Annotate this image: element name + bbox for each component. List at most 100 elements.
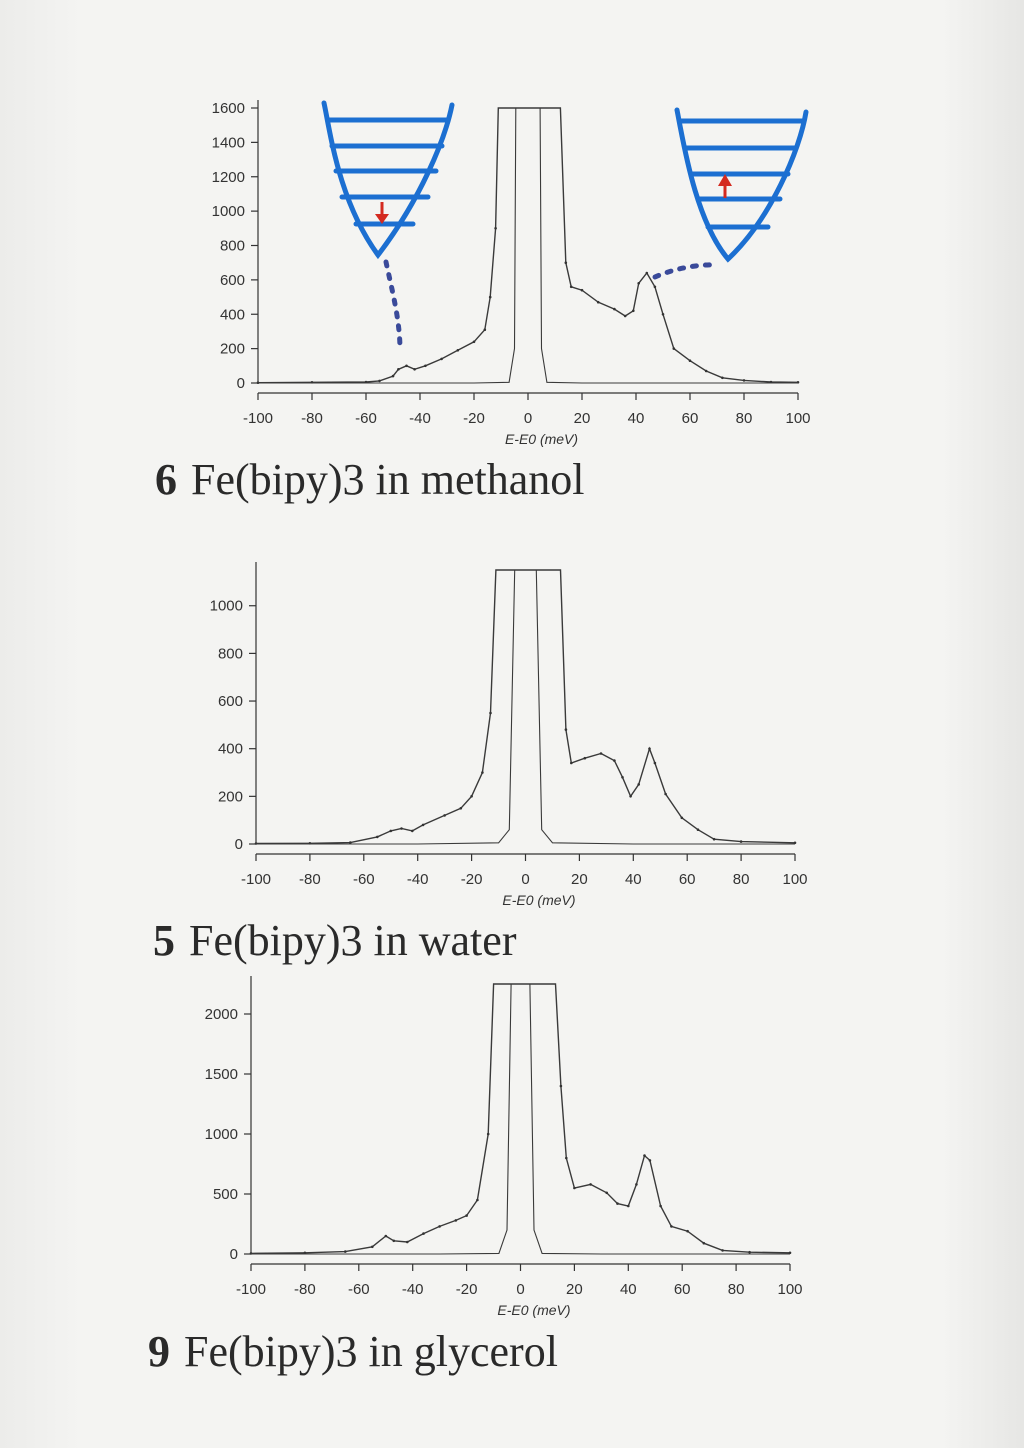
data-point xyxy=(599,752,603,755)
data-point xyxy=(702,1241,706,1245)
y-tick-label: 0 xyxy=(237,375,245,392)
series-line-1 xyxy=(256,569,796,845)
x-tick-label: 20 xyxy=(571,871,588,888)
data-point xyxy=(653,285,657,289)
data-point xyxy=(635,1183,638,1186)
data-point xyxy=(397,368,400,371)
x-tick-label: -80 xyxy=(294,1281,316,1298)
data-point xyxy=(565,1156,568,1160)
x-tick-label: 0 xyxy=(524,410,532,427)
caption-water: 5 Fe(bipy)3 in water xyxy=(153,915,516,966)
data-point xyxy=(686,1229,689,1233)
data-point xyxy=(643,1154,646,1157)
x-tick-label: 0 xyxy=(521,871,529,888)
data-point xyxy=(391,374,395,378)
connector-dashes-left xyxy=(383,259,403,353)
x-tick-label: -40 xyxy=(402,1281,424,1298)
y-tick-label: 200 xyxy=(220,341,245,358)
x-tick-label: 100 xyxy=(782,871,807,888)
data-point xyxy=(443,814,446,817)
y-tick-label: 0 xyxy=(235,836,243,853)
x-tick-label: -100 xyxy=(243,410,273,427)
data-point xyxy=(648,1159,652,1162)
potential-well-right-drawing xyxy=(674,107,809,263)
data-point xyxy=(742,379,746,382)
data-point xyxy=(465,1214,468,1217)
data-point xyxy=(664,792,667,796)
x-tick-label: -60 xyxy=(353,871,375,888)
data-point xyxy=(424,364,427,368)
data-point xyxy=(488,295,492,299)
x-tick-label: -100 xyxy=(236,1281,266,1298)
data-point xyxy=(661,313,665,316)
x-tick-label: -40 xyxy=(407,871,429,888)
x-tick-label: 40 xyxy=(625,871,642,888)
data-point xyxy=(712,837,716,841)
data-point xyxy=(472,340,476,344)
data-point xyxy=(573,1186,576,1190)
data-point xyxy=(376,835,379,839)
caption-glycerol: 9 Fe(bipy)3 in glycerol xyxy=(148,1326,558,1377)
x-tick-label: -100 xyxy=(241,871,271,888)
series-line-1 xyxy=(251,983,791,1255)
data-point xyxy=(589,1183,592,1186)
data-point xyxy=(422,1232,425,1235)
data-point xyxy=(688,359,692,363)
data-point xyxy=(721,376,724,380)
x-tick-label: 20 xyxy=(574,410,591,427)
up-arrow-icon xyxy=(718,174,732,198)
data-point xyxy=(637,783,640,786)
x-tick-label: 60 xyxy=(679,871,696,888)
x-tick-label: 40 xyxy=(628,410,645,427)
data-point xyxy=(627,1204,630,1208)
y-tick-label: 800 xyxy=(220,238,245,255)
data-point xyxy=(494,227,497,230)
data-point xyxy=(569,285,573,289)
data-point xyxy=(629,795,632,798)
series-line-2 xyxy=(256,569,795,845)
data-point xyxy=(384,1234,388,1238)
caption-methanol: 6 Fe(bipy)3 in methanol xyxy=(155,454,585,505)
x-axis-label: E-E0 (meV) xyxy=(502,892,575,908)
data-point xyxy=(616,1202,619,1205)
data-point xyxy=(371,1245,374,1249)
data-point xyxy=(613,759,616,762)
caption-number: 6 xyxy=(155,455,177,504)
data-point xyxy=(570,761,573,765)
series-line-2 xyxy=(258,107,798,384)
data-point xyxy=(438,1225,441,1228)
data-point xyxy=(653,761,657,765)
y-tick-label: 400 xyxy=(220,306,245,323)
data-point xyxy=(605,1191,608,1195)
x-tick-label: 100 xyxy=(777,1281,802,1298)
data-point xyxy=(613,307,616,311)
caption-number: 5 xyxy=(153,916,175,965)
y-tick-label: 1500 xyxy=(205,1066,238,1083)
data-point xyxy=(392,1239,396,1243)
x-tick-label: 80 xyxy=(733,871,750,888)
data-point xyxy=(378,379,381,383)
y-tick-label: 500 xyxy=(213,1186,238,1203)
potential-well-left-drawing xyxy=(321,100,455,260)
data-point xyxy=(486,1132,490,1136)
x-tick-label: 80 xyxy=(728,1281,745,1298)
y-tick-label: 1000 xyxy=(212,203,245,220)
data-point xyxy=(413,368,416,371)
data-point xyxy=(748,1250,751,1254)
data-point xyxy=(454,1219,458,1222)
chart-glycerol: 0 500 1000 1500 2000 -100 -80 -60 -40 -20 0 20 40 60 8… xyxy=(205,976,803,1318)
data-point xyxy=(672,347,676,350)
connector-dashes-right xyxy=(652,262,721,280)
x-tick-label: 100 xyxy=(785,410,810,427)
down-arrow-icon xyxy=(375,202,389,224)
x-tick-label: 60 xyxy=(674,1281,691,1298)
data-point xyxy=(704,369,708,373)
data-point xyxy=(632,309,635,313)
data-point xyxy=(559,1084,563,1088)
data-point xyxy=(564,261,568,265)
y-tick-label: 2000 xyxy=(205,1006,238,1023)
data-point xyxy=(696,828,700,831)
data-point xyxy=(456,349,460,352)
